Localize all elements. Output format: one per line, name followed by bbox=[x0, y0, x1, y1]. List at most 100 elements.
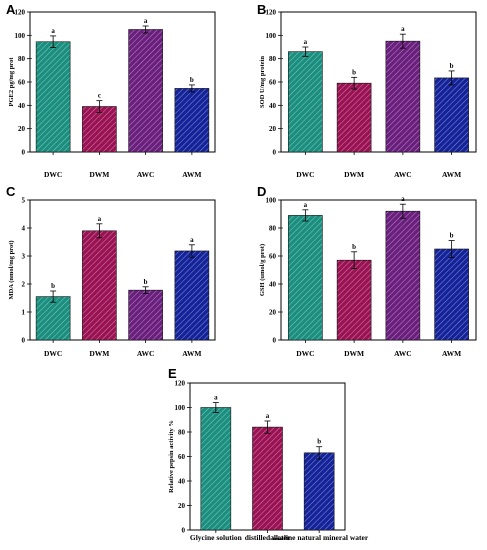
bar bbox=[385, 210, 421, 341]
category-label: AWM bbox=[182, 170, 201, 179]
chart-panel-c: C 0 1 2 3 4 5 MDA (nmol/mg prot) b DWC a DWM b AWC a AW… bbox=[6, 184, 216, 358]
significance-label: a bbox=[51, 27, 55, 35]
category-label: distilled water bbox=[245, 533, 291, 542]
significance-label: a bbox=[401, 25, 405, 33]
panel-label: E bbox=[168, 366, 177, 381]
y-axis-label: Relative pepsin activity % bbox=[168, 420, 175, 493]
y-tick-label: 60 bbox=[178, 453, 186, 461]
bar bbox=[385, 40, 421, 153]
y-tick-label: 40 bbox=[18, 102, 26, 110]
y-tick-label: 20 bbox=[269, 125, 277, 133]
significance-label: b bbox=[450, 232, 454, 240]
y-tick-label: 80 bbox=[269, 225, 277, 233]
category-label: DWC bbox=[296, 170, 314, 179]
y-tick-label: 1 bbox=[22, 309, 26, 317]
y-tick-label: 60 bbox=[269, 79, 277, 87]
y-tick-label: 2 bbox=[22, 281, 26, 289]
category-label: DWM bbox=[89, 349, 109, 358]
category-label: AWC bbox=[394, 170, 412, 179]
bar bbox=[128, 29, 163, 153]
y-tick-label: 40 bbox=[269, 281, 277, 289]
y-tick-label: 20 bbox=[269, 309, 277, 317]
y-tick-label: 20 bbox=[178, 502, 186, 510]
bar bbox=[35, 296, 71, 341]
bar bbox=[128, 289, 163, 341]
significance-label: b bbox=[190, 76, 194, 84]
significance-label: b bbox=[317, 438, 321, 446]
y-axis-label: MDA (nmol/mg prot) bbox=[8, 240, 15, 299]
y-tick-label: 0 bbox=[182, 527, 186, 535]
significance-label: b bbox=[51, 282, 55, 290]
category-label: Glycine solution bbox=[190, 533, 243, 542]
category-label: DWM bbox=[344, 349, 364, 358]
significance-label: a bbox=[266, 412, 270, 420]
y-tick-label: 80 bbox=[18, 55, 26, 63]
significance-label: b bbox=[144, 278, 148, 286]
y-tick-label: 40 bbox=[269, 102, 277, 110]
significance-label: a bbox=[304, 201, 308, 209]
bar bbox=[82, 230, 117, 341]
y-tick-label: 0 bbox=[273, 149, 277, 157]
y-axis-label: PGE2 pg/mg prot bbox=[8, 57, 15, 107]
category-label: AWM bbox=[442, 170, 461, 179]
panel-label: C bbox=[6, 184, 16, 199]
significance-label: a bbox=[401, 195, 405, 203]
y-tick-label: 3 bbox=[22, 253, 26, 261]
bar bbox=[252, 426, 283, 531]
y-tick-label: 80 bbox=[269, 55, 277, 63]
bar bbox=[434, 77, 469, 153]
category-label: DWC bbox=[296, 349, 314, 358]
y-tick-label: 4 bbox=[22, 225, 26, 233]
category-label: DWM bbox=[89, 170, 109, 179]
y-axis-label: SOD U/mg protein bbox=[259, 56, 266, 108]
y-tick-label: 20 bbox=[18, 125, 26, 133]
category-label: AWC bbox=[137, 349, 155, 358]
y-tick-label: 120 bbox=[266, 9, 277, 17]
y-tick-label: 120 bbox=[175, 380, 186, 388]
y-tick-label: 100 bbox=[266, 197, 277, 205]
bar bbox=[303, 452, 335, 531]
significance-label: a bbox=[214, 394, 218, 402]
y-tick-label: 80 bbox=[178, 429, 186, 437]
bar bbox=[200, 407, 232, 531]
significance-label: a bbox=[98, 215, 102, 223]
significance-label: b bbox=[352, 68, 356, 76]
bar bbox=[174, 88, 210, 153]
bar bbox=[336, 82, 372, 153]
bar bbox=[336, 259, 372, 341]
y-tick-label: 60 bbox=[269, 253, 277, 261]
chart-panel-a: A 0 20 40 60 80 100 120 PGE2 pg/mg prot a DWC c DWM a… bbox=[6, 2, 216, 179]
bar bbox=[288, 215, 323, 341]
category-label: DWM bbox=[344, 170, 364, 179]
y-axis-label: GSH (umol/g prot) bbox=[259, 244, 266, 296]
chart-panel-e: E 0 20 40 60 80 100 120 Relative pepsin activity… bbox=[168, 366, 369, 542]
y-tick-label: 100 bbox=[266, 32, 277, 40]
panel-label: A bbox=[6, 2, 16, 17]
category-label: alkaline natural mineral water bbox=[270, 533, 369, 542]
significance-label: a bbox=[144, 17, 148, 25]
bar bbox=[174, 250, 210, 341]
panel-label: B bbox=[257, 2, 266, 17]
y-tick-label: 0 bbox=[273, 337, 277, 345]
bar bbox=[288, 51, 323, 153]
chart-panel-d: D 0 20 40 60 80 100 GSH (umol/g prot) a DWC b DWM a A… bbox=[257, 184, 477, 358]
significance-label: a bbox=[304, 38, 308, 46]
bar bbox=[434, 248, 469, 341]
chart-panel-b: B 0 20 40 60 80 100 120 SOD U/mg protein a DWC b DWM… bbox=[257, 2, 477, 179]
y-tick-label: 5 bbox=[22, 197, 26, 205]
significance-label: a bbox=[190, 236, 194, 244]
y-tick-label: 120 bbox=[15, 9, 26, 17]
y-tick-label: 100 bbox=[175, 404, 186, 412]
y-tick-label: 40 bbox=[178, 478, 186, 486]
category-label: AWM bbox=[442, 349, 461, 358]
bar bbox=[35, 41, 71, 153]
panel-label: D bbox=[257, 184, 266, 199]
bar bbox=[82, 106, 117, 153]
significance-label: c bbox=[98, 92, 101, 100]
y-tick-label: 0 bbox=[22, 149, 26, 157]
category-label: DWC bbox=[44, 349, 62, 358]
plot-frame bbox=[280, 199, 477, 341]
plot-frame bbox=[29, 199, 216, 341]
category-label: DWC bbox=[44, 170, 62, 179]
